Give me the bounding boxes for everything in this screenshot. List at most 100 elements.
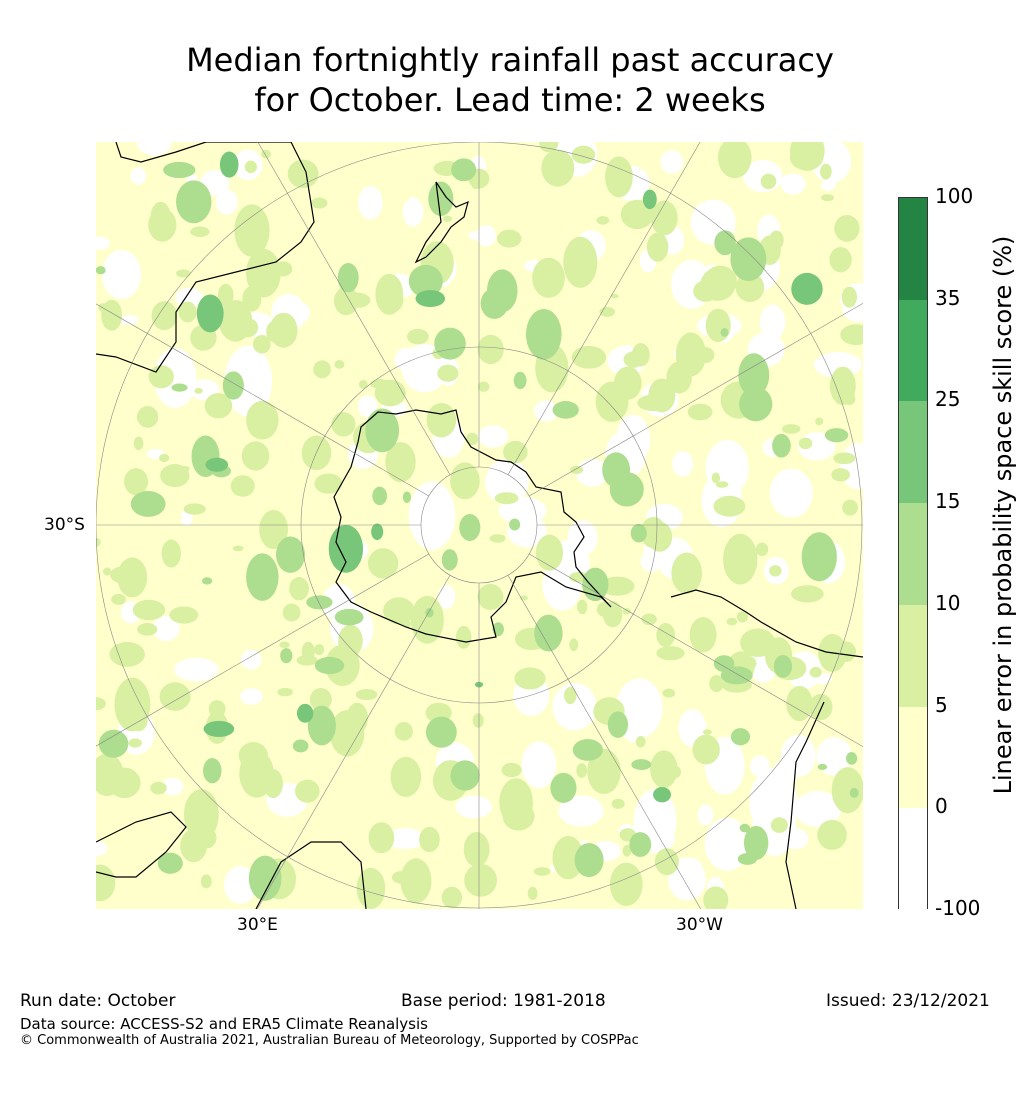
skill-patch	[525, 308, 562, 360]
skill-patch	[230, 475, 255, 497]
colorbar-tick-label: 15	[935, 489, 961, 514]
skill-patch	[201, 577, 213, 585]
antarctica-coastline	[333, 409, 612, 643]
skill-patch	[205, 457, 229, 472]
skill-patch	[306, 595, 333, 610]
skill-patch	[472, 713, 484, 728]
skill-patch	[789, 145, 824, 171]
colorbar-segment	[899, 503, 927, 605]
skill-patch	[572, 739, 603, 761]
skill-patch	[750, 755, 770, 777]
skill-patch	[375, 273, 404, 315]
skill-patch	[790, 585, 824, 603]
skill-patch	[541, 149, 575, 187]
skill-patch	[700, 267, 736, 301]
skill-patch	[451, 158, 477, 182]
skill-patch	[282, 603, 301, 622]
skill-patch	[815, 417, 824, 426]
skill-patch	[425, 608, 434, 618]
skill-patch	[819, 163, 832, 180]
skill-patch	[534, 400, 559, 422]
australia-coastline	[96, 142, 315, 373]
skill-patch	[841, 286, 857, 308]
africa-coastline	[96, 811, 367, 909]
skill-patch	[289, 577, 309, 601]
skill-patch	[425, 716, 457, 748]
skill-patch	[610, 293, 619, 299]
skill-patch	[358, 395, 378, 418]
skill-patch	[179, 466, 190, 472]
skill-patch	[552, 836, 584, 880]
skill-patch	[563, 236, 598, 288]
skill-patch	[656, 622, 676, 648]
skill-patch	[759, 304, 786, 341]
skill-patch	[111, 593, 126, 605]
skill-patch	[279, 641, 290, 649]
copyright: © Commonwealth of Australia 2021, Austra…	[20, 1033, 639, 1048]
skill-patch	[215, 189, 238, 215]
skill-patch	[374, 379, 406, 407]
skill-patch	[261, 149, 271, 159]
skill-patch	[468, 231, 483, 240]
skill-patch	[292, 739, 309, 753]
skill-patch	[385, 442, 416, 483]
skill-patch	[442, 215, 453, 222]
skill-patch	[337, 262, 359, 293]
skill-patch	[406, 328, 429, 345]
skill-patch	[817, 763, 828, 770]
skill-patch	[662, 688, 676, 698]
skill-patch	[314, 473, 343, 494]
skill-patch	[736, 611, 749, 623]
skill-patch	[408, 481, 456, 550]
skill-patch	[720, 327, 729, 337]
skill-patch	[791, 272, 823, 305]
skill-patch	[441, 886, 463, 909]
skill-patch	[703, 886, 729, 909]
skill-patch	[714, 230, 736, 256]
skill-patch	[465, 432, 479, 446]
skill-patch	[150, 781, 167, 795]
skill-patch	[743, 825, 769, 860]
skill-patch	[459, 514, 481, 541]
colorbar-segment	[899, 604, 927, 707]
skill-patch	[607, 711, 629, 738]
skill-patch	[600, 576, 635, 596]
skill-patch	[428, 181, 454, 217]
skill-patch	[400, 858, 432, 904]
skill-patch	[711, 472, 721, 484]
skill-patch	[390, 756, 422, 798]
skill-patch	[200, 874, 212, 889]
title-line-1: Median fortnightly rainfall past accurac…	[186, 41, 834, 79]
skill-patch	[471, 180, 481, 190]
skill-patch	[773, 758, 798, 787]
skill-patch	[174, 657, 219, 682]
skill-patch	[640, 550, 662, 572]
skill-patch	[287, 159, 319, 189]
meridian-line	[256, 575, 451, 909]
skill-patch	[136, 406, 159, 428]
colorbar-segment	[899, 198, 927, 300]
skill-patch	[419, 826, 440, 853]
skill-patch	[152, 615, 180, 642]
skill-patch	[840, 324, 863, 346]
skill-patch	[338, 624, 363, 658]
skill-patch	[713, 495, 746, 517]
skill-patch	[574, 842, 604, 878]
skill-patch	[130, 167, 146, 185]
skill-patch	[101, 249, 142, 300]
skill-patch	[614, 366, 642, 400]
skill-patch	[309, 687, 332, 711]
skill-patch	[509, 518, 521, 531]
skill-patch	[218, 299, 253, 342]
skill-patch	[829, 247, 852, 273]
skill-patch	[576, 763, 588, 778]
skill-patch	[356, 867, 386, 909]
skill-patch	[248, 855, 282, 901]
skill-patch	[159, 453, 170, 463]
skill-patch	[455, 625, 472, 649]
skill-patch	[434, 327, 466, 360]
skill-patch	[161, 539, 181, 568]
skill-patch	[368, 822, 395, 854]
base-period: Base period: 1981-2018	[401, 991, 606, 1011]
skill-field	[96, 142, 863, 909]
